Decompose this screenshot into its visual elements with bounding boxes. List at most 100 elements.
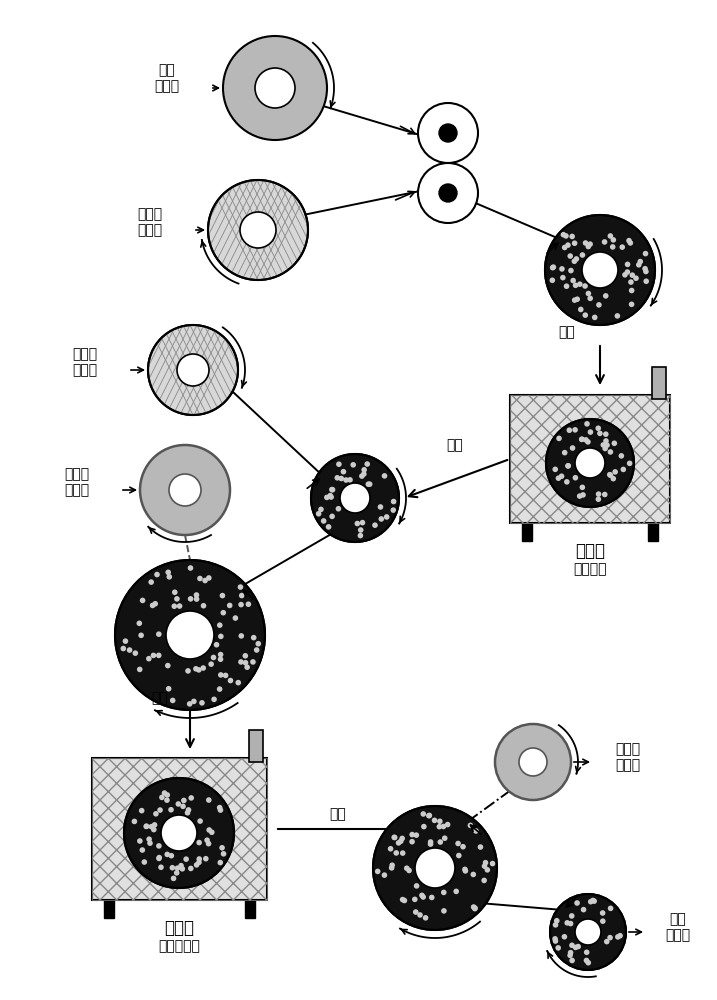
Circle shape	[610, 244, 615, 250]
Bar	[104, 900, 114, 918]
Circle shape	[384, 514, 389, 520]
Circle shape	[413, 909, 419, 915]
Circle shape	[483, 860, 488, 865]
Circle shape	[481, 878, 487, 883]
Circle shape	[561, 232, 566, 237]
Circle shape	[439, 124, 457, 142]
Circle shape	[194, 862, 199, 868]
Circle shape	[567, 953, 573, 958]
Circle shape	[608, 472, 613, 478]
Circle shape	[574, 256, 579, 262]
Circle shape	[574, 900, 580, 906]
Text: 反应器: 反应器	[164, 919, 194, 937]
Circle shape	[437, 824, 442, 829]
Circle shape	[351, 462, 356, 468]
Circle shape	[583, 437, 589, 443]
Circle shape	[162, 790, 167, 796]
Text: 取出: 取出	[446, 438, 463, 452]
Circle shape	[202, 578, 208, 583]
Circle shape	[568, 921, 574, 926]
Circle shape	[437, 839, 443, 845]
Circle shape	[228, 678, 233, 683]
Circle shape	[622, 272, 628, 278]
Circle shape	[254, 647, 260, 653]
Circle shape	[159, 795, 165, 800]
Circle shape	[381, 872, 387, 878]
Circle shape	[168, 853, 174, 858]
Circle shape	[217, 860, 223, 865]
Circle shape	[432, 818, 437, 823]
Circle shape	[164, 852, 170, 857]
Circle shape	[388, 846, 394, 852]
Circle shape	[326, 524, 331, 530]
Circle shape	[367, 481, 372, 487]
Circle shape	[147, 840, 153, 846]
Circle shape	[398, 838, 404, 844]
Circle shape	[573, 945, 579, 950]
Circle shape	[364, 461, 370, 467]
Circle shape	[407, 868, 412, 873]
Bar	[245, 900, 255, 918]
Circle shape	[176, 801, 181, 807]
Circle shape	[164, 792, 170, 798]
Circle shape	[399, 836, 405, 841]
Circle shape	[584, 421, 590, 427]
Circle shape	[428, 839, 433, 845]
Circle shape	[251, 635, 257, 640]
Circle shape	[153, 601, 158, 607]
Circle shape	[196, 667, 201, 673]
Circle shape	[568, 950, 574, 955]
Bar	[92, 758, 267, 900]
Circle shape	[196, 856, 202, 862]
Circle shape	[418, 103, 478, 163]
Text: 均相
湿膜卷: 均相 湿膜卷	[665, 912, 690, 942]
Circle shape	[582, 312, 588, 318]
Circle shape	[471, 904, 476, 910]
Circle shape	[400, 850, 406, 856]
Circle shape	[255, 68, 295, 108]
Circle shape	[575, 919, 601, 945]
Circle shape	[590, 898, 596, 903]
Circle shape	[148, 824, 154, 829]
Circle shape	[556, 945, 561, 951]
Circle shape	[185, 810, 190, 816]
Circle shape	[156, 653, 161, 658]
Circle shape	[572, 427, 578, 433]
Circle shape	[441, 908, 447, 914]
Circle shape	[152, 822, 157, 828]
Circle shape	[156, 843, 161, 849]
Circle shape	[569, 234, 575, 239]
Text: （聚合）: （聚合）	[574, 562, 607, 576]
Circle shape	[585, 439, 591, 445]
Circle shape	[592, 898, 597, 904]
Text: 没入: 没入	[151, 691, 168, 705]
Circle shape	[209, 661, 214, 667]
Circle shape	[553, 938, 559, 944]
Circle shape	[582, 283, 588, 289]
Circle shape	[579, 437, 584, 442]
Circle shape	[191, 699, 196, 704]
Circle shape	[338, 476, 344, 481]
Circle shape	[196, 860, 201, 865]
Circle shape	[165, 663, 171, 668]
Circle shape	[227, 603, 232, 608]
Circle shape	[600, 918, 606, 924]
Circle shape	[412, 897, 417, 902]
Circle shape	[556, 436, 562, 441]
Circle shape	[552, 467, 558, 472]
Circle shape	[172, 589, 178, 595]
Circle shape	[566, 427, 572, 433]
Circle shape	[611, 237, 616, 243]
Circle shape	[588, 429, 593, 435]
Circle shape	[619, 453, 624, 459]
Text: 含浸
湿膜卷: 含浸 湿膜卷	[154, 63, 179, 93]
Text: 没入: 没入	[559, 325, 575, 339]
Circle shape	[578, 307, 584, 312]
Circle shape	[570, 445, 575, 451]
Circle shape	[379, 516, 384, 522]
Circle shape	[426, 813, 432, 819]
Circle shape	[629, 288, 635, 293]
Circle shape	[187, 701, 192, 707]
Circle shape	[597, 431, 603, 436]
Circle shape	[343, 477, 349, 483]
